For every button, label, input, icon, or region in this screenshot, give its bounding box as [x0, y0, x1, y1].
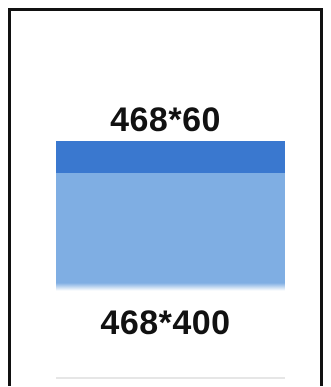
- content-size-label: 468*400: [100, 304, 231, 342]
- banner-block: [56, 141, 285, 173]
- banner-size-label: 468*60: [110, 101, 221, 139]
- divider: [56, 377, 285, 379]
- content-block-fade: [56, 283, 285, 291]
- content-block: [56, 173, 285, 289]
